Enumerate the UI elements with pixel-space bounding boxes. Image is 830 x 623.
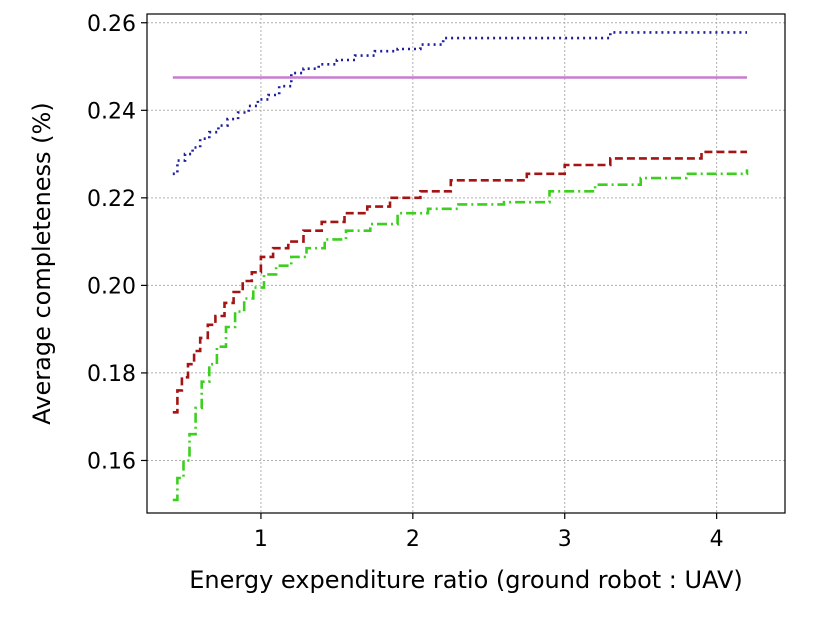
x-axis-label: Energy expenditure ratio (ground robot :… bbox=[189, 566, 742, 594]
y-tick-label: 0.22 bbox=[87, 187, 136, 212]
y-tick-label: 0.16 bbox=[87, 449, 136, 474]
y-tick-label: 0.18 bbox=[87, 362, 136, 387]
ticks: 1 2 3 4 0.16 0.18 0.20 0.22 0.24 0.26 bbox=[87, 12, 724, 552]
plot-frame bbox=[146, 13, 786, 514]
grid bbox=[147, 14, 785, 513]
x-tick-label: 2 bbox=[406, 527, 420, 552]
series-line-3 bbox=[172, 150, 747, 414]
y-tick-label: 0.20 bbox=[87, 274, 136, 299]
x-tick-label: 4 bbox=[710, 527, 724, 552]
y-axis-label: Average completeness (%) bbox=[28, 102, 56, 424]
series-group bbox=[172, 31, 749, 502]
series-line-1 bbox=[172, 31, 747, 176]
x-tick-label: 3 bbox=[558, 527, 572, 552]
x-tick-label: 1 bbox=[254, 527, 268, 552]
y-tick-label: 0.26 bbox=[87, 12, 136, 37]
y-tick-label: 0.24 bbox=[87, 99, 136, 124]
series-line-4 bbox=[172, 169, 749, 502]
